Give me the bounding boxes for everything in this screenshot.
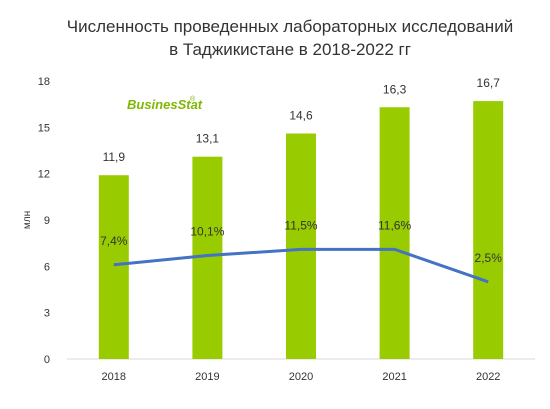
y-tick-label: 9 — [44, 215, 50, 227]
bar-value-label: 13,1 — [196, 132, 220, 146]
chart-title-line-2: в Таджикистане в 2018-2022 гг — [169, 40, 411, 59]
bar-value-label: 14,6 — [289, 109, 313, 123]
growth-line-label: 10,1% — [190, 225, 224, 239]
growth-line-label: 7,4% — [100, 234, 128, 248]
logo: BusinesStat ® — [127, 95, 203, 112]
logo-text: BusinesStat — [127, 97, 203, 112]
growth-line-label: 11,5% — [284, 218, 317, 232]
growth-line — [113, 247, 489, 284]
x-tick-label: 2018 — [102, 371, 126, 383]
x-tick-label: 2021 — [382, 371, 406, 383]
x-tick-label: 2019 — [195, 371, 219, 383]
logo-registered-mark: ® — [190, 95, 196, 103]
y-tick-label: 6 — [44, 261, 50, 273]
bar-value-label: 11,9 — [103, 150, 126, 164]
growth-line-label: 2,5% — [475, 251, 503, 265]
x-axis-ticks: 2018 2019 2020 2021 2022 — [102, 371, 501, 383]
bar — [473, 101, 504, 360]
bar-value-labels: 11,9 13,1 14,6 16,3 16,7 — [103, 76, 501, 164]
chart-title-line-1: Численность проведенных лабораторных исс… — [67, 17, 513, 36]
bar — [98, 175, 129, 359]
bars — [98, 101, 504, 360]
x-tick-label: 2020 — [289, 371, 313, 383]
bar-value-label: 16,7 — [477, 76, 501, 90]
y-tick-label: 12 — [38, 169, 50, 181]
growth-line-label: 11,6% — [378, 218, 411, 232]
growth-line-labels: 7,4% 10,1% 11,5% 11,6% 2,5% — [100, 218, 502, 264]
y-tick-label: 18 — [38, 76, 50, 88]
bar — [286, 133, 316, 359]
y-axis-label: млн — [22, 211, 33, 229]
x-tick-label: 2022 — [476, 371, 500, 383]
y-tick-label: 15 — [38, 122, 50, 134]
y-tick-label: 0 — [44, 354, 50, 366]
y-axis-ticks: 0 3 6 9 12 15 18 — [38, 76, 50, 366]
bar — [379, 107, 410, 359]
y-tick-label: 3 — [44, 308, 50, 320]
bar-value-label: 16,3 — [383, 82, 407, 96]
